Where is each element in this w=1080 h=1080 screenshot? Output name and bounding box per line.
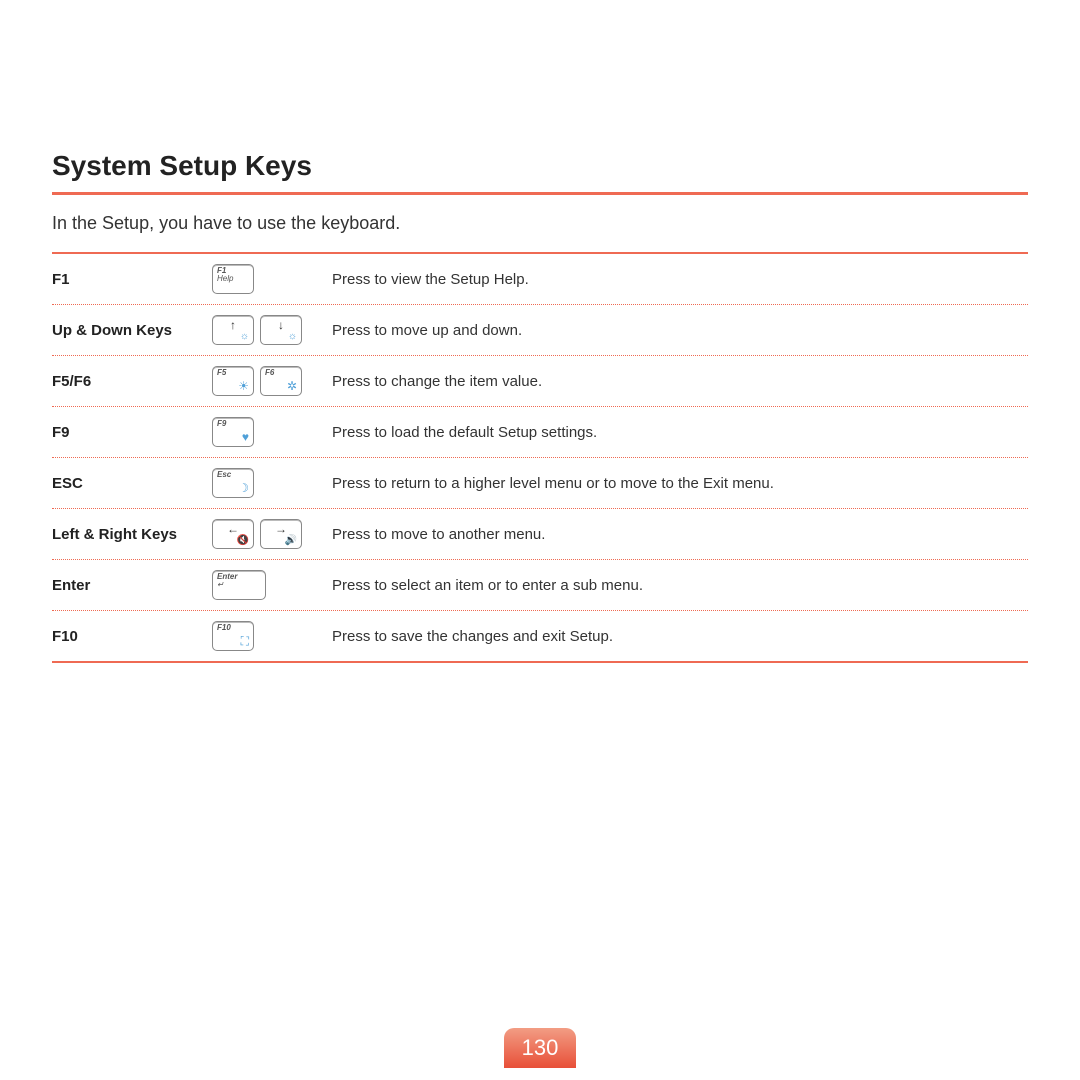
table-row: EnterEnter↵ Press to select an item or to… bbox=[52, 560, 1028, 611]
keycap-icon: F10⛶ bbox=[212, 621, 254, 651]
keys-table: F1F1Help Press to view the Setup Help. Up … bbox=[52, 252, 1028, 663]
title-rule bbox=[52, 192, 1028, 195]
keycap-icon: F1Help bbox=[212, 264, 254, 294]
key-name: Up & Down Keys bbox=[52, 322, 212, 339]
key-description: Press to change the item value. bbox=[332, 373, 1028, 390]
table-row: F1F1Help Press to view the Setup Help. bbox=[52, 254, 1028, 305]
document-page: System Setup Keys In the Setup, you have… bbox=[0, 0, 1080, 663]
keycap-icon: →🔊 bbox=[260, 519, 302, 549]
key-description: Press to move to another menu. bbox=[332, 526, 1028, 543]
key-description: Press to move up and down. bbox=[332, 322, 1028, 339]
subtitle-text: In the Setup, you have to use the keyboa… bbox=[52, 213, 1028, 234]
keycap-icon: F5☀ bbox=[212, 366, 254, 396]
key-name: F9 bbox=[52, 424, 212, 441]
keycap-icon: Enter↵ bbox=[212, 570, 266, 600]
key-description: Press to return to a higher level menu o… bbox=[332, 475, 1028, 492]
page-title: System Setup Keys bbox=[52, 150, 1028, 182]
key-name: F1 bbox=[52, 271, 212, 288]
table-row: Up & Down Keys↑☼↓☼Press to move up and d… bbox=[52, 305, 1028, 356]
keycap-group: F10⛶ bbox=[212, 621, 332, 651]
keycap-group: ↑☼↓☼ bbox=[212, 315, 332, 345]
table-row: Left & Right Keys←🔇→🔊Press to move to an… bbox=[52, 509, 1028, 560]
keycap-icon: ←🔇 bbox=[212, 519, 254, 549]
key-name: F5/F6 bbox=[52, 373, 212, 390]
keycap-group: F1Help bbox=[212, 264, 332, 294]
keycap-group: F5☀F6✲ bbox=[212, 366, 332, 396]
key-name: Enter bbox=[52, 577, 212, 594]
keycap-icon: F6✲ bbox=[260, 366, 302, 396]
keycap-icon: ↓☼ bbox=[260, 315, 302, 345]
key-description: Press to view the Setup Help. bbox=[332, 271, 1028, 288]
table-row: F9F9♥ Press to load the default Setup set… bbox=[52, 407, 1028, 458]
keycap-group: F9♥ bbox=[212, 417, 332, 447]
key-name: ESC bbox=[52, 475, 212, 492]
key-description: Press to save the changes and exit Setup… bbox=[332, 628, 1028, 645]
table-row: F10F10⛶ Press to save the changes and exi… bbox=[52, 611, 1028, 661]
page-number: 130 bbox=[522, 1035, 559, 1061]
page-number-badge: 130 bbox=[504, 1028, 576, 1068]
table-row: ESCEsc☽ Press to return to a higher level… bbox=[52, 458, 1028, 509]
key-description: Press to load the default Setup settings… bbox=[332, 424, 1028, 441]
keycap-group: Esc☽ bbox=[212, 468, 332, 498]
keycap-group: ←🔇→🔊 bbox=[212, 519, 332, 549]
keycap-icon: Esc☽ bbox=[212, 468, 254, 498]
keycap-icon: ↑☼ bbox=[212, 315, 254, 345]
keycap-group: Enter↵ bbox=[212, 570, 332, 600]
keycap-icon: F9♥ bbox=[212, 417, 254, 447]
key-name: F10 bbox=[52, 628, 212, 645]
table-row: F5/F6F5☀F6✲Press to change the item valu… bbox=[52, 356, 1028, 407]
key-name: Left & Right Keys bbox=[52, 526, 212, 543]
key-description: Press to select an item or to enter a su… bbox=[332, 577, 1028, 594]
